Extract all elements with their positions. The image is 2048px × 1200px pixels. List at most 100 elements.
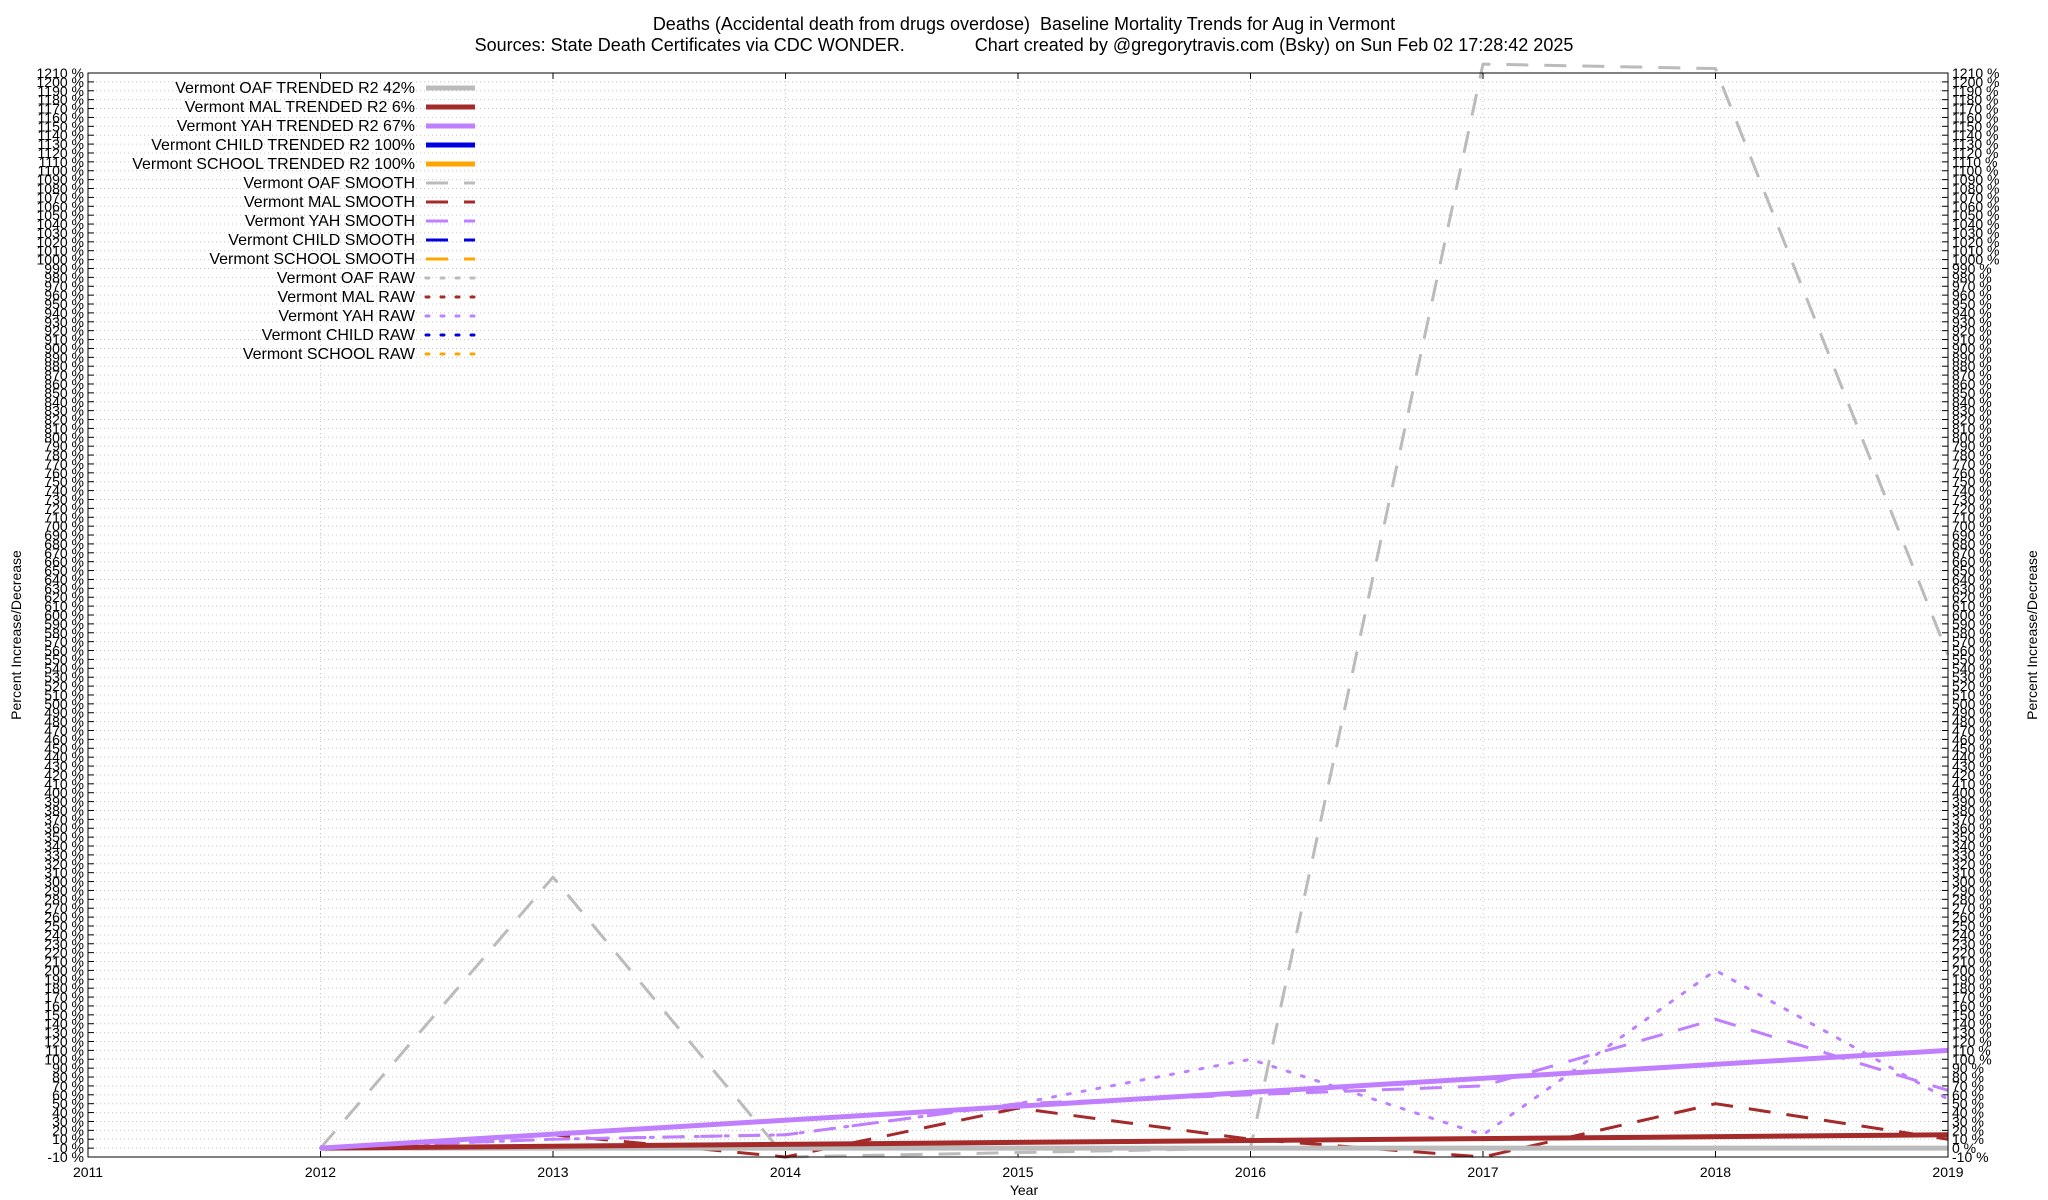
y-tick-label-left: 710 % <box>44 509 84 525</box>
y-tick-label-left: 1070 % <box>37 189 84 205</box>
series-line-vermont-yah-smooth <box>320 1017 1949 1150</box>
y-tick-label-right: 540 % <box>1952 660 1992 676</box>
legend: Vermont OAF TRENDED R2 42% Vermont MAL TR… <box>132 80 477 363</box>
y-tick-label-right: 580 % <box>1952 625 1992 641</box>
y-tick-label-right: 460 % <box>1952 731 1992 747</box>
y-tick-label-left: 1040 % <box>37 216 84 232</box>
y-axis-label-right: Percent Increase/Decrease <box>2024 550 2040 720</box>
y-tick-label-right: 200 % <box>1952 962 1992 978</box>
y-tick-label-left: 950 % <box>44 296 84 312</box>
y-tick-label-left: 800 % <box>44 429 84 445</box>
y-tick-label-right: 320 % <box>1952 856 1992 872</box>
y-tick-label-right: 10 % <box>1952 1131 1984 1147</box>
y-tick-label-right: 210 % <box>1952 954 1992 970</box>
y-tick-label-left: 1130 % <box>38 136 84 152</box>
y-tick-label-left: 670 % <box>44 545 84 561</box>
y-tick-label-right: 70 % <box>1952 1078 1984 1094</box>
y-tick-label-left: 470 % <box>44 723 84 739</box>
y-tick-label-left: 20 % <box>52 1122 84 1138</box>
x-tick-label: 2014 <box>770 1164 801 1180</box>
y-tick-label-right: 130 % <box>1952 1025 1992 1041</box>
y-tick-label-left: 880 % <box>44 358 84 374</box>
y-tick-label-left: 830 % <box>44 403 84 419</box>
y-tick-label-right: 1140 % <box>1952 127 1998 143</box>
y-tick-label-right: 630 % <box>1952 580 1992 596</box>
y-tick-label-left: 860 % <box>44 376 84 392</box>
y-tick-label-right: 1010 % <box>1952 243 1999 259</box>
y-tick-label-right: 760 % <box>1952 465 1992 481</box>
y-tick-label-right: 180 % <box>1952 980 1992 996</box>
legend-label-vermont-child-smooth: Vermont CHILD SMOOTH <box>228 232 415 249</box>
x-tick-label: 2011 <box>73 1164 103 1180</box>
y-tick-label-left: 720 % <box>44 500 84 516</box>
y-tick-label-left: 140 % <box>44 1016 84 1032</box>
y-tick-label-left: 80 % <box>52 1069 84 1085</box>
y-tick-label-left: 250 % <box>44 918 84 934</box>
y-tick-label-right: 1060 % <box>1952 198 1999 214</box>
y-tick-label-right: 990 % <box>1952 260 1992 276</box>
y-tick-label-left: 90 % <box>52 1060 84 1076</box>
y-tick-label-left: 430 % <box>44 758 84 774</box>
y-tick-label-left: 920 % <box>44 323 84 339</box>
y-tick-label-left: 1190 % <box>38 83 84 99</box>
y-tick-label-left: 120 % <box>44 1033 84 1049</box>
y-tick-label-left: 740 % <box>44 483 84 499</box>
y-tick-label-left: 560 % <box>44 643 84 659</box>
y-tick-label-left: 550 % <box>44 651 84 667</box>
y-tick-label-left: 1100 % <box>38 163 84 179</box>
y-tick-label-right: 470 % <box>1952 723 1992 739</box>
y-tick-label-left: 1080 % <box>37 181 84 197</box>
y-tick-label-left: 1150 % <box>38 118 84 134</box>
y-tick-label-right: 930 % <box>1952 314 1992 330</box>
y-tick-label-right: 650 % <box>1952 563 1992 579</box>
y-tick-label-right: 330 % <box>1952 847 1992 863</box>
y-tick-label-left: 990 % <box>44 260 84 276</box>
y-tick-label-right: 640 % <box>1952 571 1992 587</box>
y-tick-label-right: 20 % <box>1952 1122 1984 1138</box>
y-tick-label-left: 260 % <box>44 909 84 925</box>
y-tick-label-left: 320 % <box>44 856 84 872</box>
y-tick-label-left: 980 % <box>44 269 84 285</box>
y-tick-label-left: 30 % <box>52 1113 84 1129</box>
y-tick-label-left: 130 % <box>44 1025 84 1041</box>
y-tick-label-left: 850 % <box>44 385 84 401</box>
y-tick-label-left: 900 % <box>44 340 84 356</box>
y-tick-label-right: 900 % <box>1952 340 1992 356</box>
y-tick-label-left: 370 % <box>44 811 84 827</box>
y-tick-label-right: 260 % <box>1952 909 1992 925</box>
y-tick-label-left: 420 % <box>44 767 84 783</box>
y-tick-label-right: 250 % <box>1952 918 1992 934</box>
y-tick-label-right: 680 % <box>1952 536 1992 552</box>
y-tick-label-left: -10 % <box>47 1149 84 1165</box>
y-tick-label-left: 240 % <box>44 927 84 943</box>
y-tick-label-left: 1110 % <box>39 154 84 170</box>
y-tick-label-right: 1020 % <box>1952 234 1999 250</box>
y-tick-label-right: 1110 % <box>1952 154 1997 170</box>
y-tick-label-right: 420 % <box>1952 767 1992 783</box>
legend-label-vermont-school-trended-r2-100: Vermont SCHOOL TRENDED R2 100% <box>132 156 415 173</box>
y-tick-label-left: 590 % <box>44 616 84 632</box>
y-tick-label-right: 830 % <box>1952 403 1992 419</box>
y-tick-label-left: 600 % <box>44 607 84 623</box>
series-line-vermont-oaf-smooth <box>319 62 1950 1159</box>
y-tick-label-right: 220 % <box>1952 945 1992 961</box>
legend-label-vermont-yah-raw: Vermont YAH RAW <box>278 308 416 325</box>
y-tick-label-left: 230 % <box>44 936 84 952</box>
y-tick-label-left: 360 % <box>44 820 84 836</box>
y-tick-label-right: 290 % <box>1952 882 1992 898</box>
y-tick-label-right: 300 % <box>1952 874 1992 890</box>
y-tick-label-right: 1100 % <box>1952 163 1998 179</box>
y-tick-label-right: 50 % <box>1952 1096 1984 1112</box>
y-tick-label-right: 370 % <box>1952 811 1992 827</box>
y-tick-label-right: 230 % <box>1952 936 1992 952</box>
y-tick-label-left: 660 % <box>44 554 84 570</box>
y-tick-label-right: 570 % <box>1952 634 1992 650</box>
y-tick-label-left: 620 % <box>44 589 84 605</box>
series-line-vermont-yah-raw <box>319 968 1950 1150</box>
y-tick-label-right: 970 % <box>1952 278 1992 294</box>
y-tick-label-left: 1030 % <box>37 225 84 241</box>
y-tick-label-right: 1080 % <box>1952 181 1999 197</box>
y-tick-label-left: 350 % <box>44 829 84 845</box>
y-tick-label-right: 720 % <box>1952 500 1992 516</box>
